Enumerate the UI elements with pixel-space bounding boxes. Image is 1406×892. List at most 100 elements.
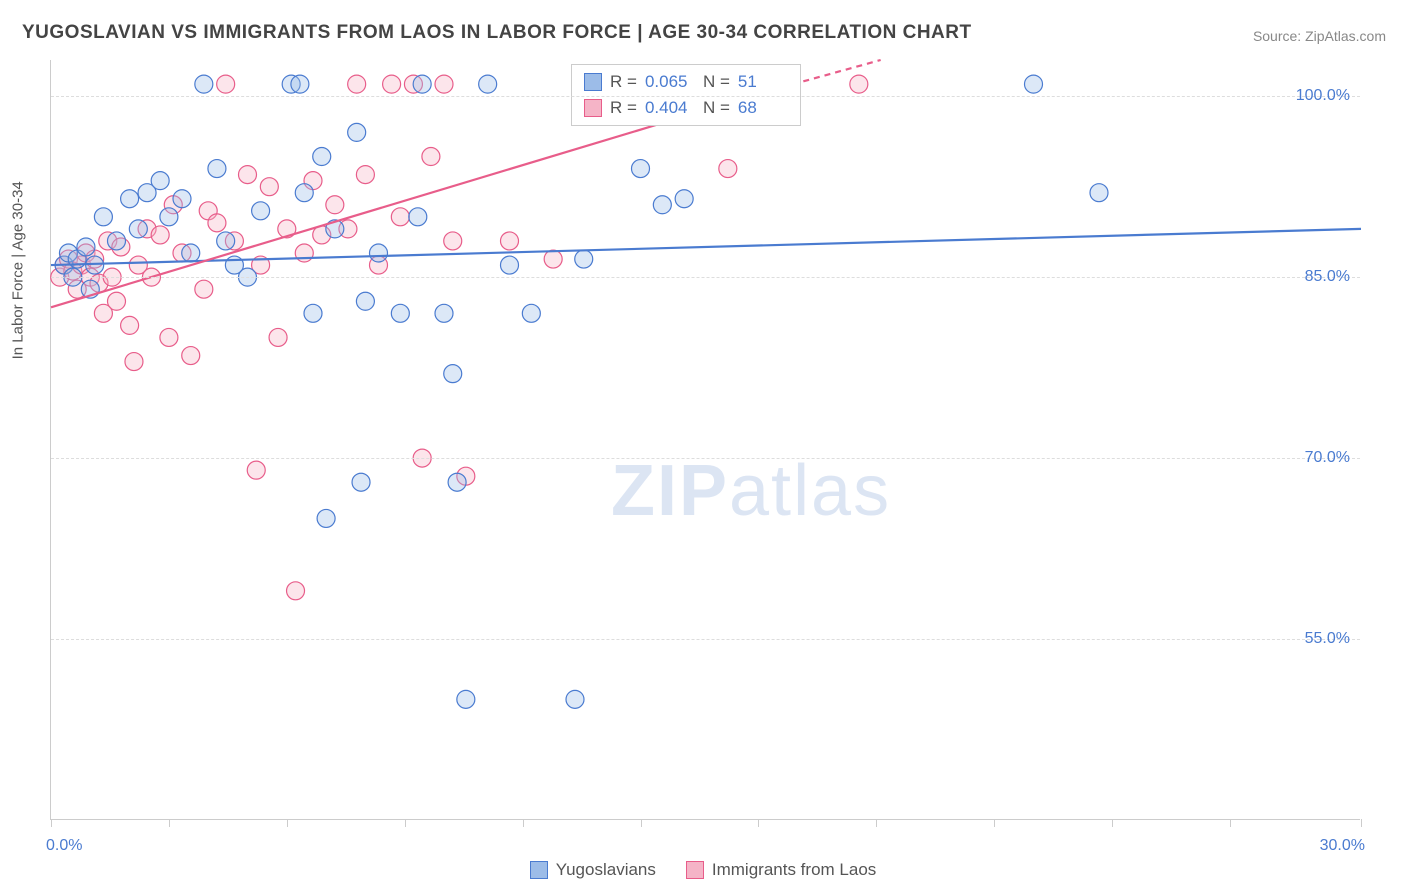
scatter-point (653, 196, 671, 214)
legend-swatch (686, 861, 704, 879)
legend-label: Immigrants from Laos (712, 860, 876, 880)
gridline (51, 277, 1360, 278)
scatter-point (1025, 75, 1043, 93)
scatter-point (566, 690, 584, 708)
scatter-point (269, 328, 287, 346)
x-tick (876, 819, 877, 827)
scatter-point (195, 75, 213, 93)
scatter-point (108, 292, 126, 310)
gridline (51, 639, 1360, 640)
legend-swatch (584, 73, 602, 91)
scatter-point (348, 75, 366, 93)
legend-swatch (584, 99, 602, 117)
scatter-point (182, 244, 200, 262)
x-tick (1230, 819, 1231, 827)
scatter-point (632, 160, 650, 178)
scatter-point (151, 226, 169, 244)
x-tick (1361, 819, 1362, 827)
y-tick-label: 55.0% (1305, 630, 1350, 648)
scatter-point (391, 304, 409, 322)
scatter-point (575, 250, 593, 268)
legend-swatch (530, 861, 548, 879)
legend-n-value: 68 (738, 98, 788, 118)
scatter-point (352, 473, 370, 491)
scatter-point (160, 208, 178, 226)
scatter-point (108, 232, 126, 250)
scatter-point (291, 75, 309, 93)
scatter-point (422, 148, 440, 166)
y-tick-label: 85.0% (1305, 268, 1350, 286)
scatter-point (208, 214, 226, 232)
scatter-point (195, 280, 213, 298)
plot-svg (51, 60, 1360, 819)
x-tick (994, 819, 995, 827)
x-tick (287, 819, 288, 827)
x-axis-end-label: 30.0% (1320, 837, 1365, 855)
scatter-point (501, 256, 519, 274)
scatter-point (94, 208, 112, 226)
scatter-point (260, 178, 278, 196)
scatter-point (252, 202, 270, 220)
legend-r-value: 0.404 (645, 98, 695, 118)
gridline (51, 96, 1360, 97)
scatter-point (129, 220, 147, 238)
legend-n-value: 51 (738, 72, 788, 92)
x-tick (405, 819, 406, 827)
scatter-point (121, 190, 139, 208)
legend-n-label: N = (703, 72, 730, 92)
legend-item: Immigrants from Laos (686, 860, 876, 880)
scatter-point (370, 244, 388, 262)
x-tick (169, 819, 170, 827)
scatter-point (383, 75, 401, 93)
scatter-point (850, 75, 868, 93)
scatter-point (479, 75, 497, 93)
scatter-point (444, 232, 462, 250)
scatter-point (151, 172, 169, 190)
correlation-legend: R = 0.065 N = 51 R = 0.404 N = 68 (571, 64, 801, 126)
scatter-point (77, 238, 95, 256)
scatter-point (391, 208, 409, 226)
scatter-point (208, 160, 226, 178)
scatter-point (173, 190, 191, 208)
scatter-point (435, 304, 453, 322)
scatter-point (457, 690, 475, 708)
scatter-point (675, 190, 693, 208)
x-tick (523, 819, 524, 827)
series-legend: Yugoslavians Immigrants from Laos (0, 860, 1406, 880)
scatter-point (501, 232, 519, 250)
scatter-point (217, 75, 235, 93)
legend-r-value: 0.065 (645, 72, 695, 92)
scatter-point (313, 148, 331, 166)
scatter-point (435, 75, 453, 93)
scatter-point (121, 316, 139, 334)
scatter-point (1090, 184, 1108, 202)
scatter-point (287, 582, 305, 600)
legend-n-label: N = (703, 98, 730, 118)
x-tick (51, 819, 52, 827)
x-tick (758, 819, 759, 827)
legend-r-label: R = (610, 98, 637, 118)
scatter-point (356, 292, 374, 310)
x-tick (641, 819, 642, 827)
chart-title: YUGOSLAVIAN VS IMMIGRANTS FROM LAOS IN L… (22, 22, 972, 44)
source-attribution: Source: ZipAtlas.com (1253, 28, 1386, 44)
scatter-point (348, 123, 366, 141)
plot-area: ZIPatlas R = 0.065N = 51R = 0.404N = 68 … (50, 60, 1360, 820)
scatter-point (160, 328, 178, 346)
scatter-point (295, 184, 313, 202)
scatter-point (317, 509, 335, 527)
scatter-point (247, 461, 265, 479)
legend-r-label: R = (610, 72, 637, 92)
scatter-point (304, 304, 322, 322)
y-tick-label: 70.0% (1305, 449, 1350, 467)
x-axis-start-label: 0.0% (46, 837, 82, 855)
scatter-point (448, 473, 466, 491)
scatter-point (413, 75, 431, 93)
legend-item: Yugoslavians (530, 860, 656, 880)
legend-row: R = 0.404 N = 68 (584, 95, 788, 121)
scatter-point (522, 304, 540, 322)
legend-label: Yugoslavians (556, 860, 656, 880)
gridline (51, 458, 1360, 459)
legend-row: R = 0.065 N = 51 (584, 69, 788, 95)
x-tick (1112, 819, 1113, 827)
